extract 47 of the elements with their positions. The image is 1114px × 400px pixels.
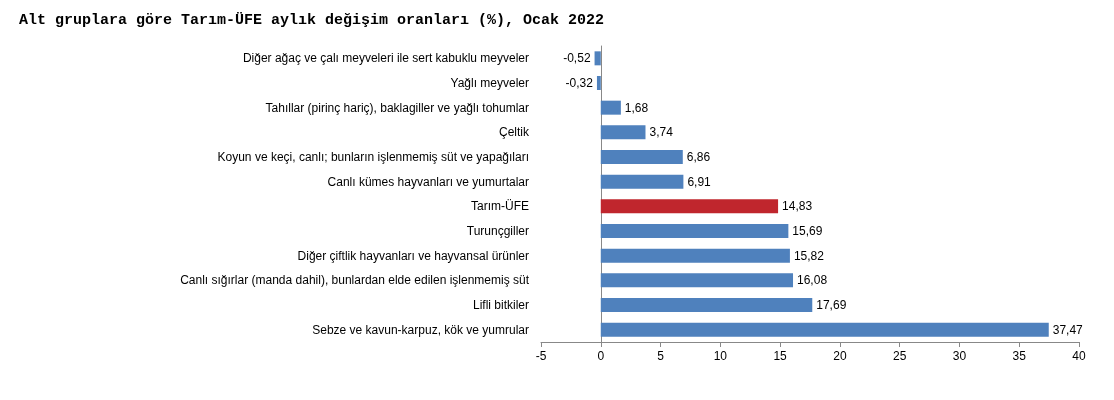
bar [594, 51, 601, 66]
x-tick-label: 40 [1072, 349, 1086, 363]
data-label: 15,82 [793, 248, 825, 263]
y-tick-label: Sebze ve kavun-karpuz, kök ve yumrular [312, 322, 529, 337]
data-label: 6,91 [687, 174, 712, 189]
y-tick-label: Tarım-ÜFE [471, 199, 529, 214]
data-label: -0,52 [563, 51, 591, 66]
data-label: 37,47 [1052, 322, 1084, 337]
data-label: 1,68 [624, 100, 649, 115]
bar [600, 298, 813, 312]
data-label: 16,08 [797, 273, 828, 288]
bar [596, 76, 601, 90]
x-tick-label: 25 [892, 349, 907, 363]
y-tick-label: Diğer ağaç ve çalı meyveleri ile sert kabuklu meyveler [242, 51, 529, 66]
bar [600, 100, 621, 115]
bar [600, 174, 684, 189]
y-tick-label: Canlı kümes hayvanları ve yumurtalar [327, 174, 529, 189]
bar [600, 248, 790, 263]
y-tick-label: Koyun ve keçi, canlı; bunların işlenmemiş süt ve yapağıları [217, 150, 529, 164]
y-tick-label: Çeltik [498, 125, 530, 140]
y-tick-label: Yağlı meyveler [450, 76, 529, 90]
y-tick-label: Canlı sığırlar (manda dahil), bunlardan elde edilen işlenmemiş süt [180, 273, 530, 288]
bar [600, 125, 646, 140]
data-label: 15,69 [792, 224, 823, 238]
y-tick-label: Lifli bitkiler [472, 298, 529, 312]
bar [600, 150, 683, 164]
data-label: -0,32 [565, 76, 594, 90]
bar [600, 273, 794, 288]
x-tick-label: 10 [713, 349, 728, 363]
x-tick-label: 30 [952, 349, 967, 363]
bar [600, 199, 779, 214]
bar [600, 322, 1049, 337]
bar [600, 224, 789, 238]
y-tick-label: Diğer çiftlik hayvanları ve hayvansal ürünler [297, 248, 529, 263]
y-tick-label: Tahıllar (pirinç hariç), baklagiller ve yağlı tohumlar [265, 100, 529, 115]
x-tick-label: 0 [597, 349, 605, 363]
y-tick-label: Turunçgiller [466, 224, 529, 238]
data-label: 17,69 [816, 298, 847, 312]
x-tick-label: 5 [657, 349, 665, 363]
x-tick-label: -5 [535, 349, 547, 363]
x-tick-label: 20 [833, 349, 847, 363]
data-label: 14,83 [782, 199, 813, 214]
text: Alt gruplara göre Tarım-ÜFE aylık değişim oranları (%), Ocak 2022 [19, 12, 605, 29]
data-label: 3,74 [649, 125, 674, 140]
x-tick-label: 15 [773, 349, 788, 363]
x-tick-label: 35 [1012, 349, 1027, 363]
data-label: 6,86 [686, 150, 711, 164]
